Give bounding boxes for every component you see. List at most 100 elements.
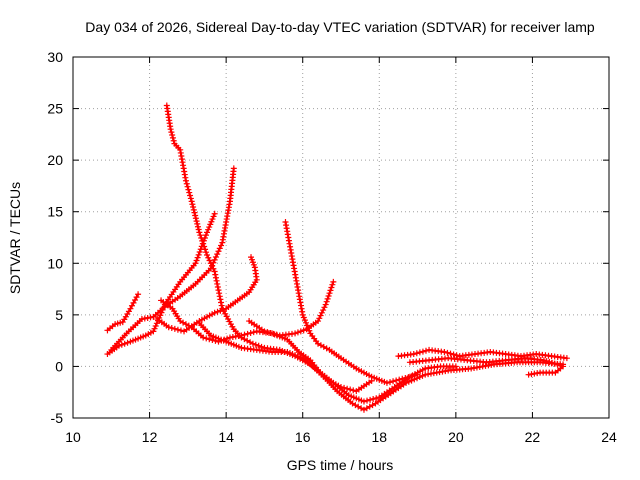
data-point: [168, 325, 175, 332]
data-point: [200, 240, 207, 247]
data-point: [209, 337, 216, 344]
data-point: [197, 232, 204, 239]
data-point: [325, 293, 332, 300]
data-point: [193, 257, 200, 264]
data-point: [187, 192, 194, 199]
data-point: [207, 260, 214, 267]
data-point: [383, 379, 390, 386]
data-point: [444, 349, 451, 356]
data-point: [199, 237, 206, 244]
data-point: [215, 248, 222, 255]
data-point: [198, 235, 205, 242]
data-point: [193, 218, 200, 225]
data-point: [185, 186, 192, 193]
data-point: [196, 249, 203, 256]
data-point: [403, 379, 410, 386]
data-point: [212, 271, 219, 278]
data-point: [317, 312, 324, 319]
data-point: [208, 218, 215, 225]
data-point: [174, 326, 181, 333]
data-point: [183, 180, 190, 187]
data-point: [213, 277, 220, 284]
data-point: [169, 134, 176, 141]
series-arc-f: [154, 254, 260, 335]
data-point: [204, 229, 210, 236]
data-point: [264, 329, 271, 336]
data-point: [217, 307, 224, 314]
data-point: [211, 256, 218, 263]
data-point: [299, 311, 306, 318]
data-point: [329, 281, 336, 288]
data-point: [195, 251, 202, 258]
data-point: [206, 336, 213, 343]
data-point: [121, 340, 128, 347]
data-point: [390, 378, 397, 385]
data-point: [300, 327, 307, 334]
data-point: [182, 177, 189, 184]
data-point: [405, 374, 412, 381]
data-point: [220, 306, 227, 313]
data-point: [211, 210, 218, 217]
data-point: [247, 330, 254, 337]
data-point: [218, 242, 225, 249]
data-layer: [104, 102, 570, 413]
chart-title: Day 034 of 2026, Sidereal Day-to-day VTE…: [85, 19, 595, 35]
data-point: [408, 373, 415, 380]
data-point: [452, 363, 459, 370]
data-point: [200, 334, 207, 341]
data-point: [214, 284, 221, 291]
data-point: [419, 348, 426, 355]
data-point: [224, 335, 231, 342]
data-point: [321, 304, 328, 311]
data-point: [422, 347, 429, 354]
data-point: [203, 335, 210, 342]
data-point: [414, 371, 421, 378]
series-arc-h: [282, 219, 421, 386]
data-point: [171, 325, 178, 332]
data-point: [190, 206, 197, 213]
data-point: [370, 396, 377, 403]
data-point: [203, 249, 210, 256]
series-arc-c: [108, 165, 237, 353]
series-arc-e: [158, 297, 567, 413]
data-point: [216, 290, 223, 297]
data-point: [441, 348, 448, 355]
data-point: [318, 309, 325, 316]
data-point: [324, 295, 331, 302]
data-point: [165, 324, 172, 331]
data-point: [205, 226, 212, 233]
data-point: [186, 189, 193, 196]
data-point: [554, 361, 561, 368]
data-point: [300, 314, 307, 321]
data-point: [218, 302, 225, 309]
data-point: [204, 252, 210, 259]
series-arc-k: [406, 355, 567, 378]
data-point: [196, 229, 203, 236]
data-point: [211, 268, 218, 275]
axis-layer: 10 12 14 16 18 20 22 24 -5 0 5 10 15 20 25 30: [47, 49, 617, 445]
data-point: [212, 253, 219, 260]
data-point: [215, 287, 222, 294]
x-tick-label: 22: [525, 429, 541, 445]
data-point: [302, 319, 309, 326]
data-point: [255, 342, 262, 349]
data-point: [218, 299, 225, 306]
data-point: [205, 254, 212, 261]
data-point: [267, 330, 274, 337]
data-point: [201, 243, 208, 250]
data-point: [364, 397, 371, 404]
data-point: [320, 307, 327, 314]
data-point: [191, 209, 198, 216]
x-tick-label: 14: [218, 429, 234, 445]
data-point: [328, 284, 335, 291]
data-point: [214, 280, 221, 287]
data-point: [447, 350, 454, 357]
data-point: [192, 260, 199, 267]
data-point: [195, 226, 202, 233]
data-point: [419, 372, 426, 379]
data-point: [411, 372, 418, 379]
x-tick-label: 18: [371, 429, 387, 445]
data-point: [211, 309, 218, 316]
x-tick-label: 20: [448, 429, 464, 445]
